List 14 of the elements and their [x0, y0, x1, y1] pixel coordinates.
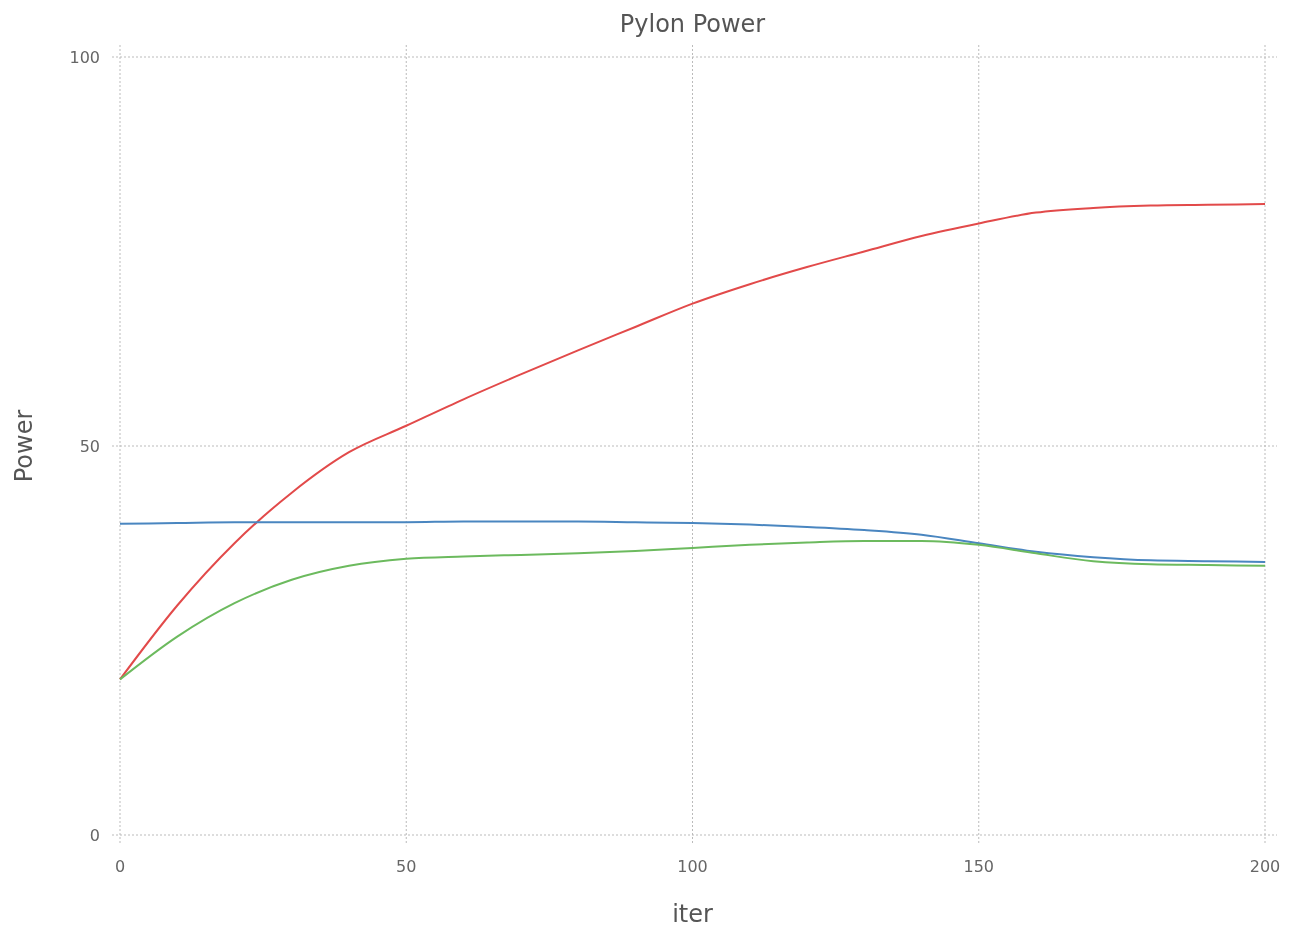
- x-axis-title: iter: [672, 900, 713, 928]
- y-tick-label: 0: [89, 826, 100, 845]
- y-axis-title: Power: [10, 409, 38, 483]
- x-tick-label: 150: [963, 857, 995, 876]
- line-series: [119, 539, 1266, 681]
- y-tick-label: 50: [79, 437, 100, 456]
- x-tick-label: 100: [677, 857, 708, 876]
- chart-title: Pylon Power: [619, 10, 766, 38]
- line-series: [119, 203, 1266, 681]
- y-tick-label: 100: [69, 48, 100, 67]
- x-tick-label: 200: [1249, 857, 1281, 876]
- line-series: [119, 520, 1266, 563]
- x-tick-label: 0: [114, 857, 126, 876]
- x-tick-label: 50: [396, 857, 417, 876]
